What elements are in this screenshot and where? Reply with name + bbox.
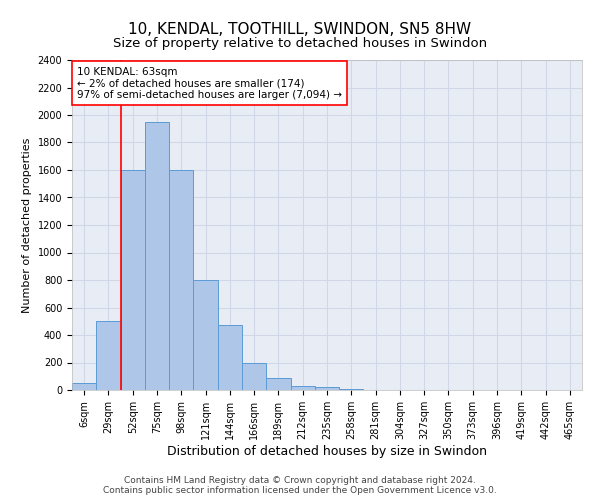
Bar (266, 378, 290, 390)
Bar (121, 170, 145, 390)
Bar (169, 170, 193, 390)
Bar (193, 280, 218, 390)
Text: Contains HM Land Registry data © Crown copyright and database right 2024.
Contai: Contains HM Land Registry data © Crown c… (103, 476, 497, 495)
Bar (218, 324, 242, 390)
Text: 10 KENDAL: 63sqm
← 2% of detached houses are smaller (174)
97% of semi-detached : 10 KENDAL: 63sqm ← 2% of detached houses… (77, 66, 342, 100)
Bar (72, 383, 96, 390)
Bar (145, 122, 169, 390)
Y-axis label: Number of detached properties: Number of detached properties (22, 138, 32, 312)
Text: Size of property relative to detached houses in Swindon: Size of property relative to detached ho… (113, 38, 487, 51)
Text: 10, KENDAL, TOOTHILL, SWINDON, SN5 8HW: 10, KENDAL, TOOTHILL, SWINDON, SN5 8HW (128, 22, 472, 38)
Title: 10, KENDAL, TOOTHILL, SWINDON, SN5 8HW
Size of property relative to detached hou: 10, KENDAL, TOOTHILL, SWINDON, SN5 8HW S… (0, 499, 1, 500)
X-axis label: Distribution of detached houses by size in Swindon: Distribution of detached houses by size … (167, 444, 487, 458)
Bar (315, 387, 339, 390)
Bar (242, 362, 266, 390)
Bar (290, 386, 315, 390)
Bar (96, 322, 121, 390)
